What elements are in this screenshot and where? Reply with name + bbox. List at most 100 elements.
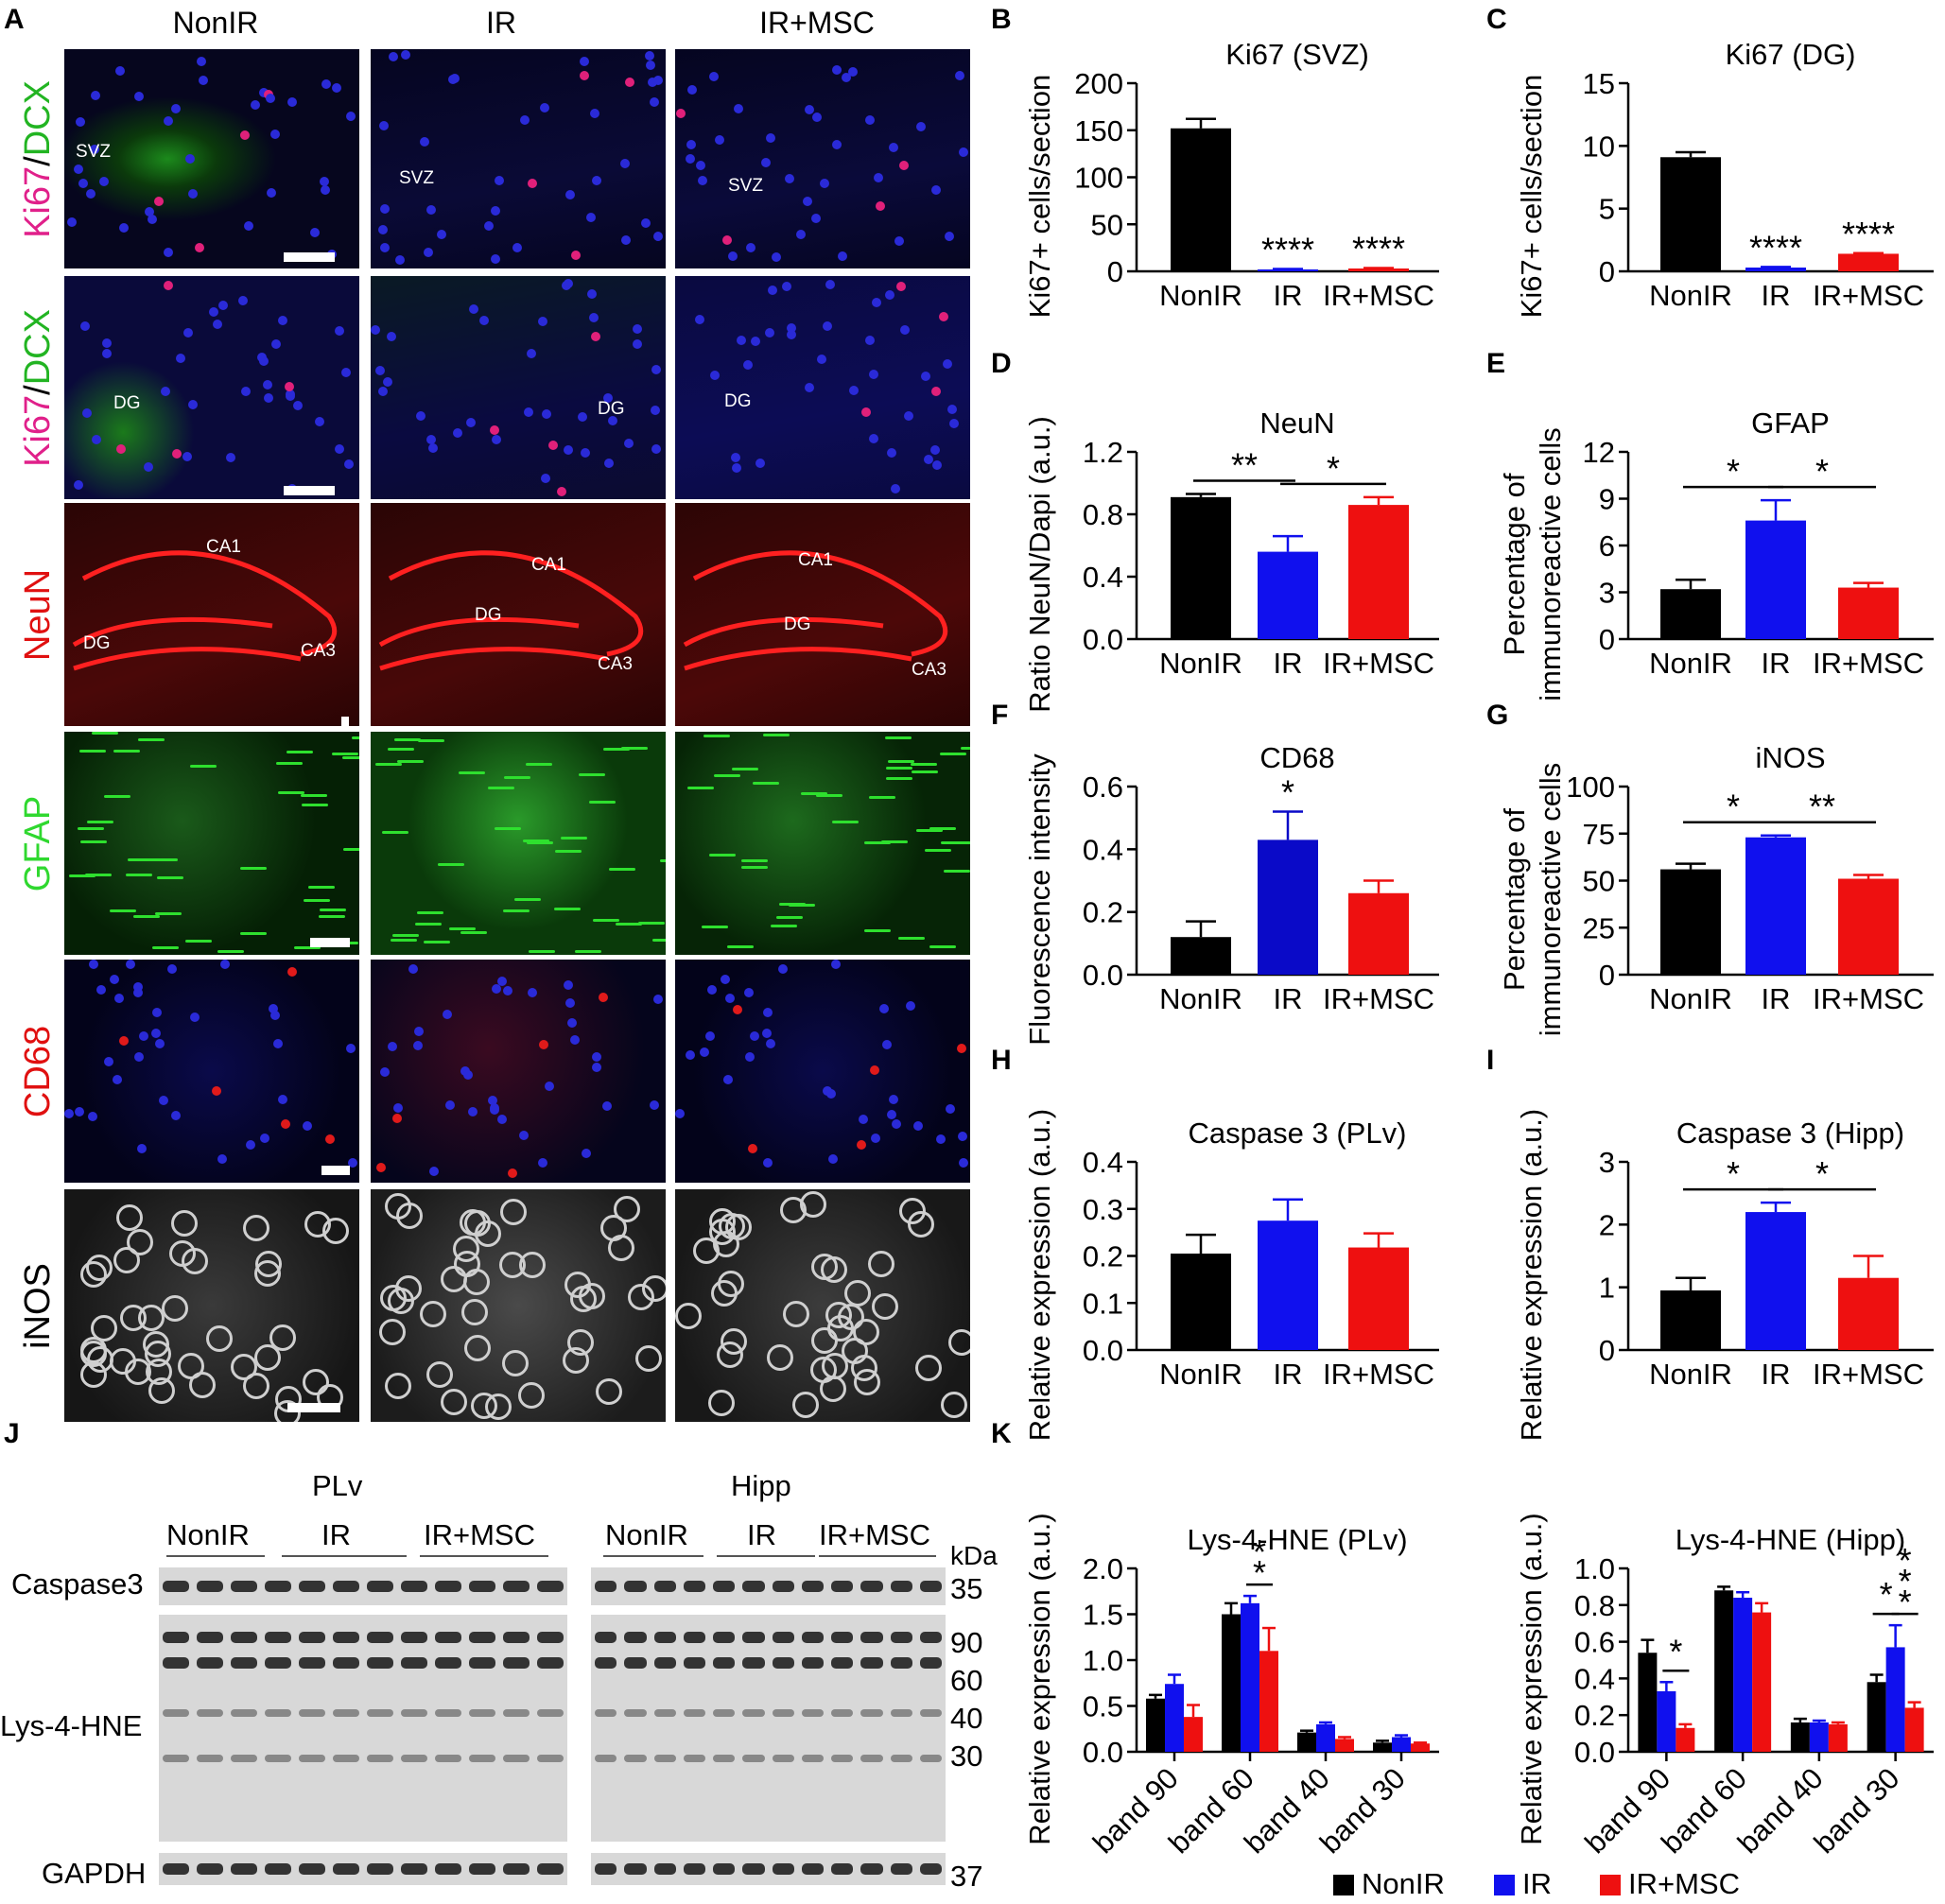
cell-dot bbox=[621, 235, 631, 245]
x-tick-label: IR+MSC bbox=[1813, 1358, 1924, 1391]
y-tick-label: 0 bbox=[1599, 1334, 1615, 1367]
cell-dot bbox=[763, 1158, 773, 1168]
blot-band bbox=[653, 1581, 676, 1592]
cell-dot bbox=[545, 1082, 554, 1091]
cell-dot bbox=[69, 874, 96, 877]
blot-band bbox=[831, 1863, 854, 1875]
blot-band bbox=[299, 1657, 325, 1669]
blot-group-title: PLv bbox=[312, 1469, 363, 1502]
y-tick-label: 1.5 bbox=[1083, 1599, 1123, 1632]
cell-dot bbox=[78, 179, 88, 188]
cell-dot bbox=[686, 154, 695, 164]
cell-dot bbox=[113, 1075, 122, 1084]
cell-dot bbox=[943, 359, 952, 369]
bar bbox=[1745, 268, 1806, 271]
cell-dot bbox=[872, 298, 881, 307]
blot-subgroup-label: IR+MSC bbox=[819, 1518, 930, 1551]
cell-dot bbox=[379, 121, 389, 130]
blot-subgroup-line bbox=[819, 1555, 936, 1557]
region-label: CA3 bbox=[912, 660, 946, 680]
cell-dot bbox=[728, 251, 738, 261]
blot-band bbox=[890, 1632, 912, 1643]
bar bbox=[1885, 1647, 1905, 1752]
scale-bar bbox=[341, 717, 349, 726]
hippocampus-outline bbox=[378, 550, 644, 671]
blot-band bbox=[683, 1709, 705, 1717]
cell-dot bbox=[92, 732, 118, 735]
cell-dot bbox=[276, 762, 303, 765]
bar bbox=[1838, 1277, 1899, 1350]
blot-band bbox=[801, 1657, 824, 1669]
kda-marker: 37 bbox=[950, 1860, 983, 1893]
hippocampus-outline bbox=[72, 550, 338, 671]
cell-dot bbox=[817, 355, 826, 364]
cell-dot bbox=[906, 1001, 915, 1011]
cell-dot bbox=[438, 863, 464, 866]
x-tick-label: band 30 bbox=[1808, 1761, 1906, 1860]
chart-title: GFAP bbox=[1751, 407, 1830, 440]
y-axis-label: immunoreactive cells bbox=[1534, 763, 1567, 1036]
significance-marker: * bbox=[1727, 452, 1740, 491]
cell-dot bbox=[638, 922, 665, 925]
cell-dot bbox=[721, 975, 730, 984]
blot-band bbox=[469, 1581, 495, 1592]
cell-dot bbox=[176, 354, 185, 363]
bar bbox=[1733, 1598, 1753, 1752]
cell-dot bbox=[171, 1111, 181, 1120]
cell-dot bbox=[582, 1149, 591, 1158]
blot-band bbox=[265, 1632, 291, 1643]
blot-band bbox=[231, 1863, 257, 1875]
cell-dot bbox=[596, 1378, 622, 1405]
y-tick-label: 0.4 bbox=[1574, 1662, 1615, 1695]
cell-dot bbox=[519, 1252, 546, 1278]
x-tick-label: IR bbox=[1762, 279, 1791, 312]
cell-dot bbox=[86, 1255, 113, 1281]
cell-dot bbox=[650, 1100, 659, 1110]
cell-dot bbox=[766, 1039, 775, 1048]
cell-dot bbox=[751, 337, 760, 346]
cell-dot bbox=[488, 787, 514, 789]
cell-dot bbox=[133, 988, 143, 997]
chart-title: Lys-4-HNE (Hipp) bbox=[1676, 1523, 1905, 1556]
cell-dot bbox=[898, 937, 925, 940]
cell-dot bbox=[603, 393, 613, 403]
bar bbox=[1373, 1742, 1392, 1752]
bar bbox=[1676, 1727, 1695, 1752]
cell-dot bbox=[385, 1193, 411, 1220]
bar bbox=[1828, 1723, 1848, 1752]
cell-dot bbox=[948, 1329, 970, 1356]
blot-band bbox=[683, 1657, 705, 1669]
cell-dot bbox=[555, 850, 582, 853]
blot-band bbox=[469, 1709, 495, 1717]
cell-dot bbox=[270, 130, 280, 139]
cell-dot bbox=[853, 1319, 879, 1345]
cell-dot bbox=[800, 1191, 826, 1218]
cell-dot bbox=[341, 368, 351, 377]
blot-band bbox=[742, 1863, 765, 1875]
blot-band bbox=[624, 1632, 647, 1643]
cell-dot bbox=[520, 115, 530, 125]
bar bbox=[1660, 589, 1721, 639]
blot-band bbox=[713, 1581, 736, 1592]
blot-band bbox=[801, 1581, 824, 1592]
blot-band bbox=[772, 1863, 794, 1875]
cell-dot bbox=[287, 751, 313, 753]
blot-band bbox=[435, 1581, 461, 1592]
cell-dot bbox=[497, 977, 507, 986]
blot-band bbox=[595, 1657, 617, 1669]
cell-dot bbox=[395, 255, 405, 265]
cell-dot bbox=[687, 787, 714, 789]
cell-dot bbox=[310, 228, 320, 237]
cell-dot bbox=[380, 204, 390, 214]
cell-dot bbox=[116, 1204, 143, 1231]
blot-band bbox=[503, 1755, 530, 1762]
cell-dot bbox=[924, 455, 933, 464]
y-tick-label: 1.2 bbox=[1083, 436, 1123, 469]
cell-dot bbox=[651, 444, 661, 454]
cell-dot bbox=[899, 161, 909, 170]
cell-dot bbox=[653, 232, 663, 241]
cell-dot bbox=[463, 1070, 473, 1080]
cell-dot bbox=[495, 827, 521, 830]
cell-dot bbox=[278, 316, 287, 325]
cell-dot bbox=[85, 874, 112, 876]
